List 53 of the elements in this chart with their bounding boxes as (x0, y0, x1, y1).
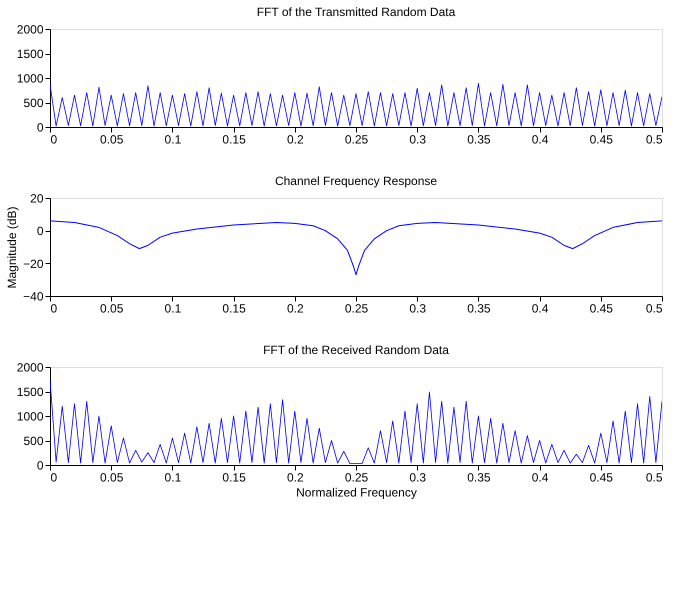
y-tick-label: 20 (30, 192, 44, 206)
chart-title: Channel Frequency Response (274, 174, 438, 188)
y-tick-label: 2000 (16, 360, 44, 374)
x-tick-label: 0.35 (467, 132, 491, 146)
x-tick-label: 0.25 (344, 470, 368, 484)
x-tick-label: 0 (50, 132, 58, 146)
x-tick-label: 0.4 (532, 302, 549, 316)
x-tick-label: 0.45 (590, 302, 614, 316)
x-tick-label: 0.4 (532, 470, 549, 484)
x-tick-label: 0.1 (164, 302, 182, 316)
x-tick-label: 0.5 (646, 470, 663, 484)
y-tick-label: 1500 (16, 385, 44, 399)
x-axis-title: Normalized Frequency (296, 486, 417, 500)
x-tick-label: 0.1 (164, 470, 182, 484)
x-tick-label: 0.05 (100, 470, 124, 484)
y-tick-label: 0 (36, 120, 44, 134)
x-tick-label: 0 (50, 302, 58, 316)
line-series (50, 220, 662, 276)
y-tick-label: 2000 (16, 22, 44, 36)
x-tick-label: 0.2 (286, 132, 304, 146)
y-tick-label: 500 (23, 96, 44, 110)
x-tick-label: 0.4 (532, 132, 549, 146)
x-tick-label: 0.5 (646, 302, 663, 316)
x-tick-label: 0.05 (100, 132, 124, 146)
chart-title: FFT of the Transmitted Random Data (256, 5, 456, 19)
x-tick-label: 0.35 (467, 302, 491, 316)
x-tick-label: 0 (50, 470, 58, 484)
y-tick-label: −40 (23, 290, 44, 304)
y-tick-label: 1000 (16, 72, 44, 86)
x-tick-label: 0.25 (344, 132, 368, 146)
chart-title: FFT of the Received Random Data (263, 343, 450, 357)
x-tick-label: 0.1 (164, 132, 182, 146)
x-tick-label: 0.15 (222, 132, 246, 146)
x-tick-label: 0.15 (222, 302, 246, 316)
x-tick-label: 0.3 (409, 302, 426, 316)
y-tick-label: 1000 (16, 410, 44, 424)
y-tick-label: 0 (36, 458, 44, 472)
y-axis-title: Magnitude (dB) (5, 206, 20, 289)
x-tick-label: 0.2 (286, 302, 304, 316)
y-tick-label: 500 (23, 434, 44, 448)
x-tick-label: 0.3 (409, 470, 426, 484)
x-tick-label: 0.05 (100, 302, 124, 316)
x-tick-label: 0.25 (344, 302, 368, 316)
x-tick-label: 0.2 (286, 470, 304, 484)
x-tick-label: 0.5 (646, 132, 663, 146)
x-tick-label: 0.45 (590, 470, 614, 484)
x-tick-label: 0.35 (467, 470, 491, 484)
x-tick-label: 0.45 (590, 132, 614, 146)
y-tick-label: 1500 (16, 47, 44, 61)
x-tick-label: 0.3 (409, 132, 426, 146)
x-tick-label: 0.15 (222, 470, 246, 484)
y-tick-label: −20 (23, 256, 44, 271)
y-tick-label: 0 (36, 224, 44, 238)
